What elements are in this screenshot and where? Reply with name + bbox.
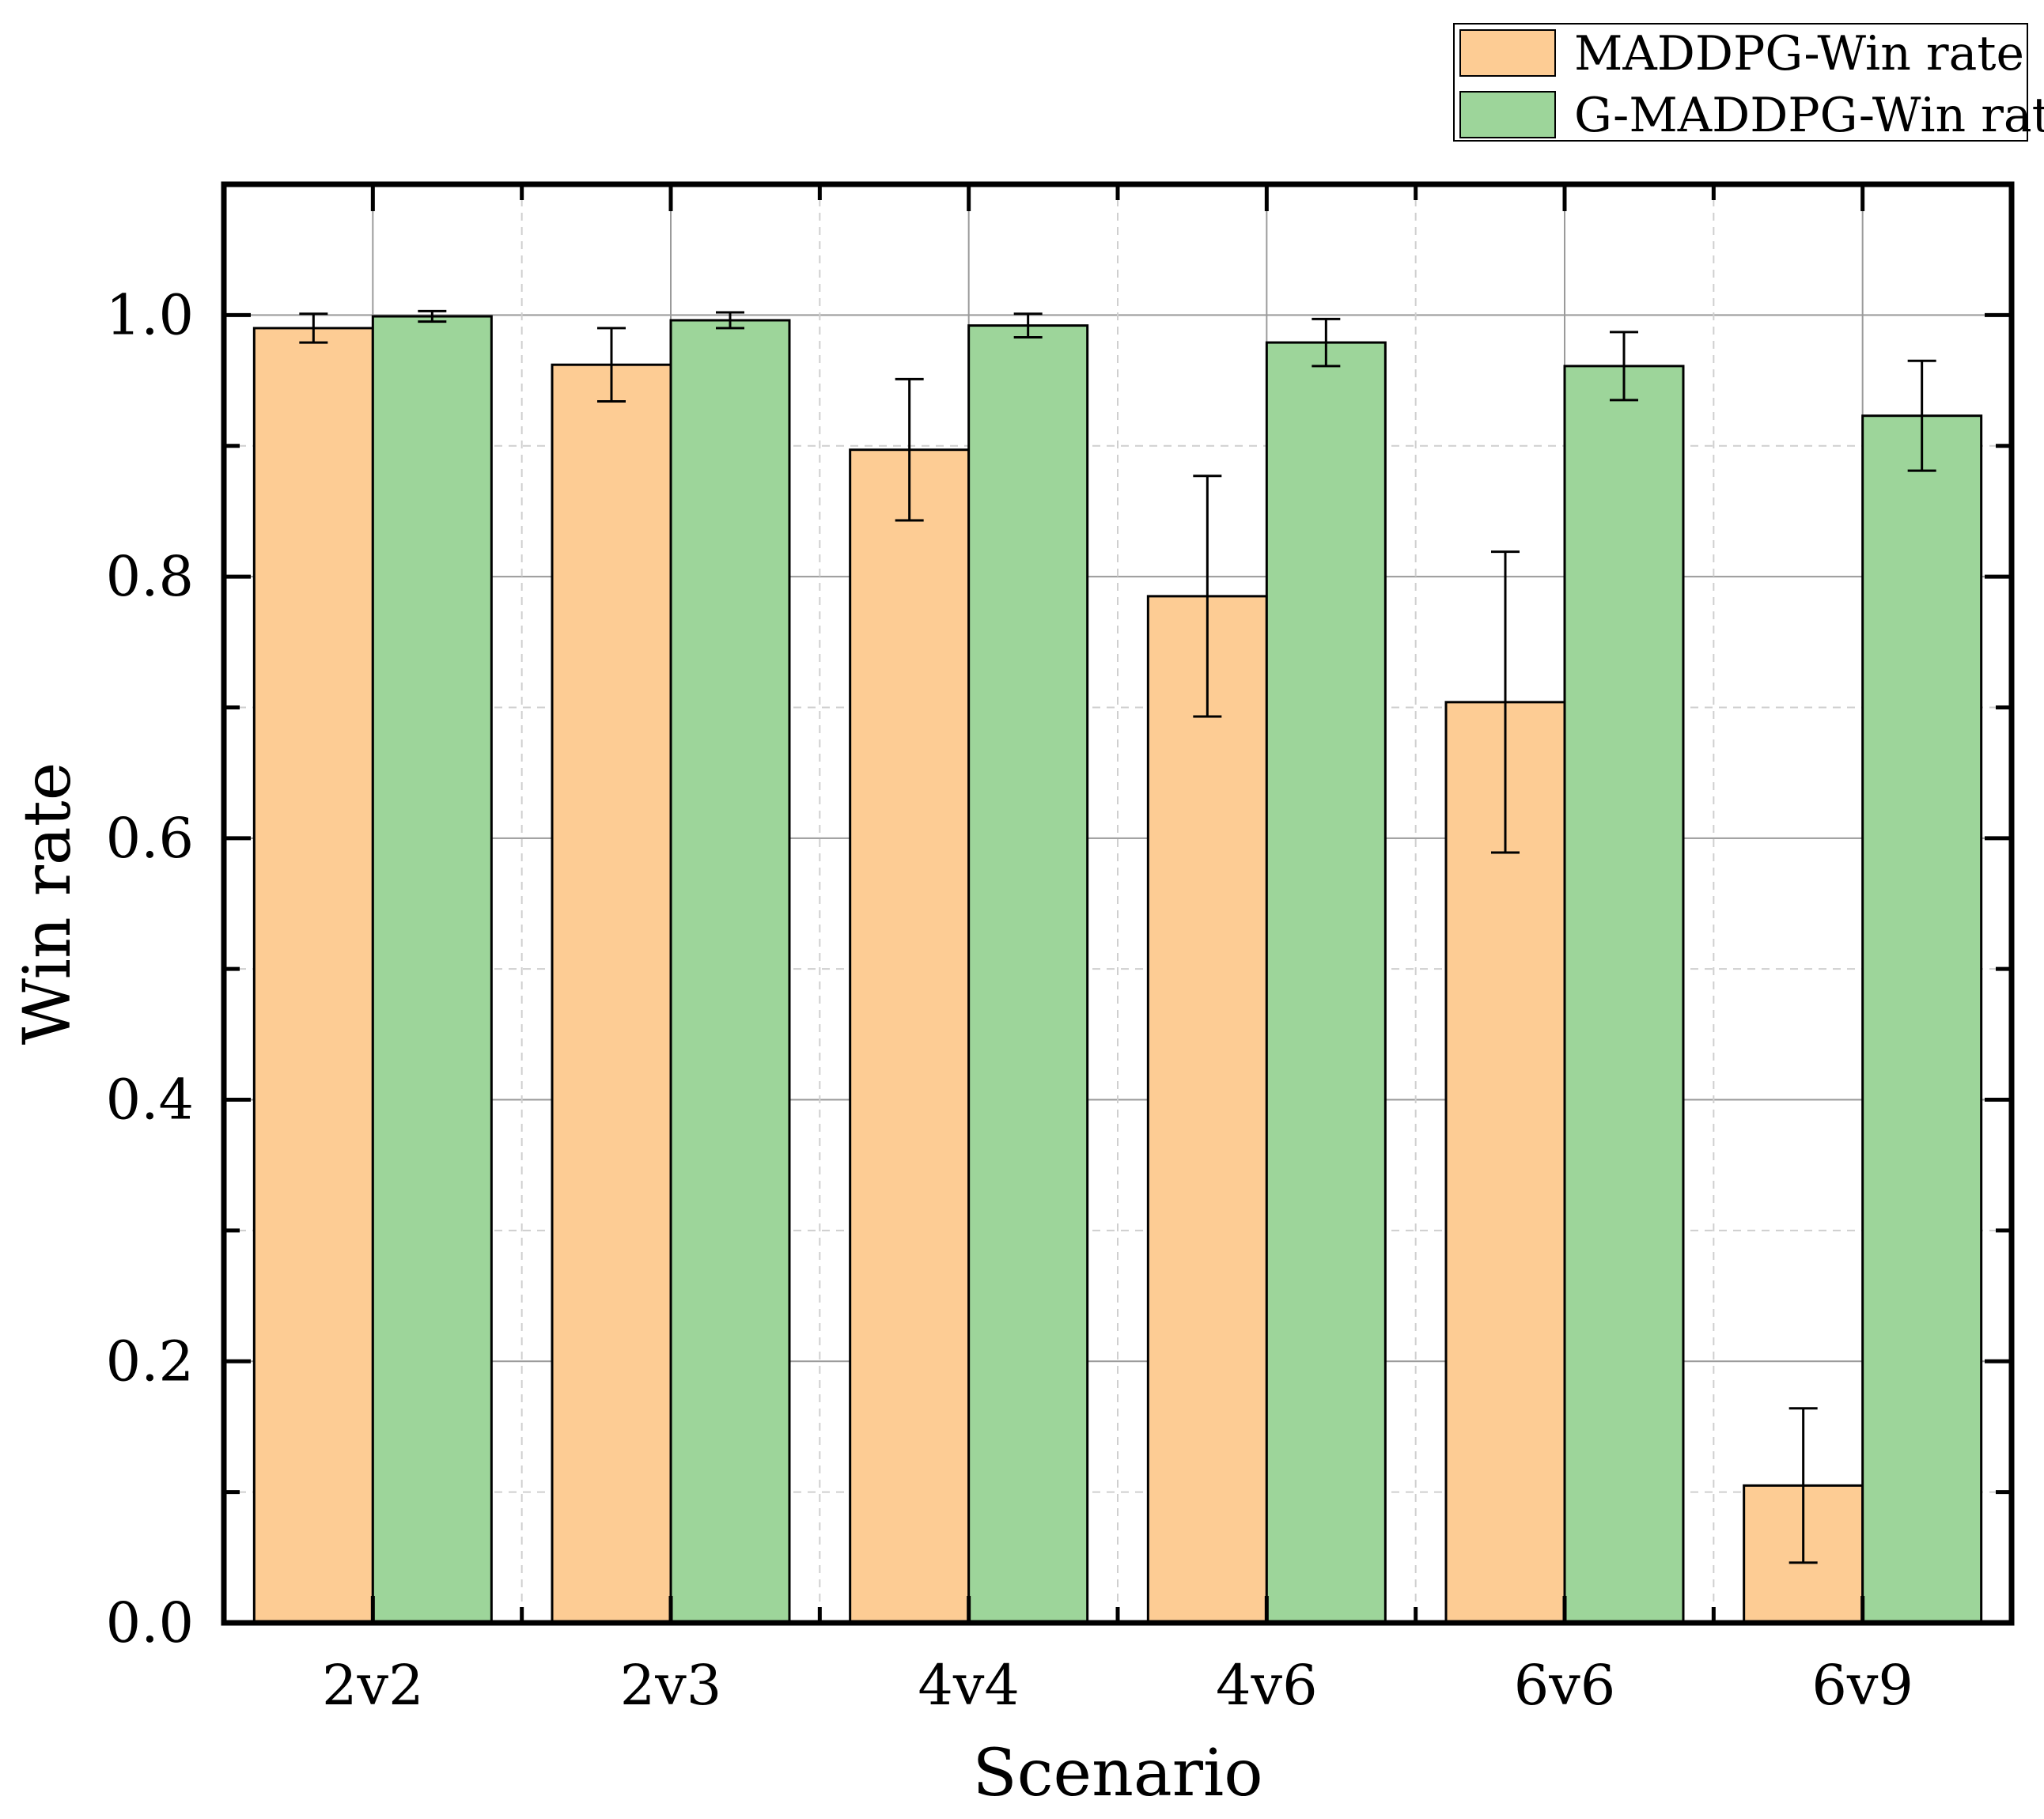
legend-label-g-maddpg: G-MADDPG-Win rate bbox=[1574, 88, 2044, 143]
error-bar-g-maddpg-4v6 bbox=[1312, 317, 1341, 368]
bar-g-maddpg-6v9 bbox=[1861, 414, 1983, 1624]
error-bar-g-maddpg-4v4 bbox=[1013, 312, 1043, 338]
legend-swatch-g-maddpg bbox=[1459, 91, 1556, 138]
y-tick-label: 0.6 bbox=[106, 806, 194, 871]
y-tick-label: 0.4 bbox=[106, 1068, 194, 1133]
x-tick-label-4v6: 4v6 bbox=[1216, 1653, 1318, 1718]
x-tick-label-2v3: 2v3 bbox=[620, 1653, 722, 1718]
x-tick-label-2v2: 2v2 bbox=[322, 1653, 424, 1718]
error-bar-g-maddpg-6v9 bbox=[1907, 359, 1936, 472]
y-tick-label: 0.2 bbox=[106, 1329, 194, 1394]
tick-labels: 0.0 0.2 0.4 0.6 0.8 1.0 2v2 2v3 4v4 4v6 6v6 6v9 bbox=[106, 282, 1913, 1718]
bar-g-maddpg-2v2 bbox=[371, 315, 493, 1624]
error-bar-maddpg-2v3 bbox=[597, 327, 626, 403]
error-bar-g-maddpg-2v3 bbox=[716, 311, 744, 330]
bar-maddpg-2v3 bbox=[551, 363, 672, 1624]
error-bar-maddpg-6v9 bbox=[1788, 1407, 1818, 1564]
error-bar-g-maddpg-6v6 bbox=[1610, 331, 1638, 402]
bar-maddpg-4v4 bbox=[849, 448, 971, 1624]
legend-swatch-maddpg bbox=[1459, 29, 1556, 77]
error-bar-g-maddpg-2v2 bbox=[418, 309, 447, 323]
legend-label-maddpg: MADDPG-Win rate bbox=[1574, 26, 2024, 81]
bar-g-maddpg-4v6 bbox=[1265, 341, 1387, 1624]
y-tick-label: 0.8 bbox=[106, 544, 194, 609]
error-bar-maddpg-4v6 bbox=[1193, 475, 1222, 718]
legend: MADDPG-Win rate G-MADDPG-Win rate bbox=[1453, 23, 2044, 143]
bar-maddpg-4v6 bbox=[1146, 595, 1268, 1624]
x-tick-label-6v9: 6v9 bbox=[1811, 1653, 1913, 1718]
error-bar-maddpg-6v6 bbox=[1491, 550, 1520, 854]
bar-maddpg-6v6 bbox=[1444, 701, 1566, 1624]
y-axis-title: Win rate bbox=[10, 762, 85, 1046]
bar-g-maddpg-6v6 bbox=[1563, 365, 1685, 1624]
error-bar-maddpg-4v4 bbox=[895, 377, 924, 522]
error-bar-maddpg-2v2 bbox=[299, 312, 328, 344]
bar-g-maddpg-4v4 bbox=[967, 324, 1089, 1624]
axis-ticks bbox=[224, 182, 2012, 1625]
bar-g-maddpg-2v3 bbox=[669, 319, 791, 1624]
y-tick-label: 0.0 bbox=[106, 1590, 194, 1655]
x-tick-label-6v6: 6v6 bbox=[1514, 1653, 1616, 1718]
bar-maddpg-2v2 bbox=[252, 327, 374, 1624]
x-tick-label-4v4: 4v4 bbox=[918, 1653, 1020, 1718]
y-tick-label: 1.0 bbox=[106, 282, 194, 347]
x-axis-title: Scenario bbox=[972, 1736, 1262, 1811]
error-bars bbox=[299, 309, 1936, 1564]
